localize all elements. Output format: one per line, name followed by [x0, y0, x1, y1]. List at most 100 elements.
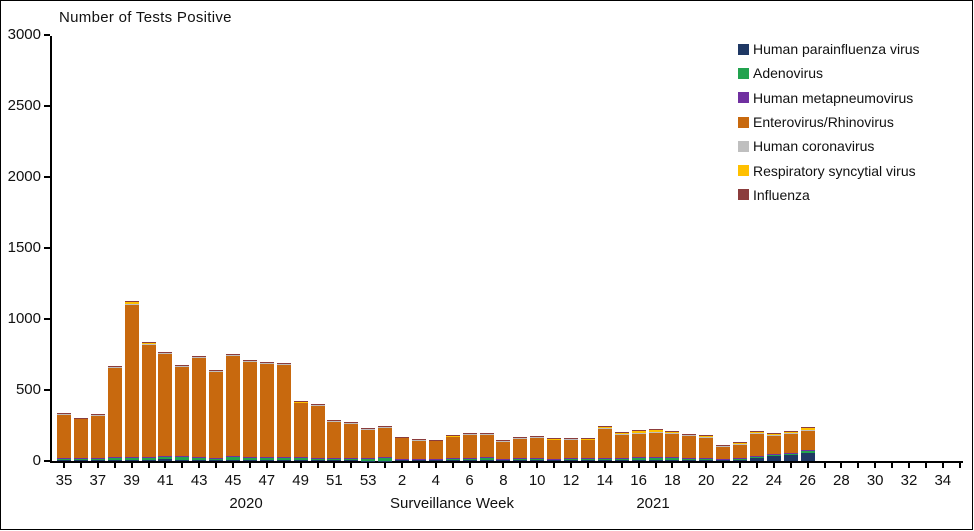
bar-segment-week-46 — [242, 360, 257, 362]
bar-segment-week-18 — [665, 431, 680, 434]
bar-segment-week-9 — [513, 458, 528, 461]
x-axis-tick — [620, 463, 623, 468]
bar-segment-week-53 — [361, 428, 376, 429]
x-axis-tick — [384, 463, 387, 468]
bar-segment-week-45 — [226, 355, 240, 457]
bar-segment-week-6 — [462, 433, 477, 434]
bar-segment-week-41 — [158, 459, 173, 461]
x-axis-tick — [891, 463, 894, 468]
x-axis-tick — [502, 463, 505, 468]
bar-segment-week-1 — [378, 427, 393, 458]
bar-segment-week-42 — [175, 459, 190, 461]
bar-segment-week-21 — [716, 460, 731, 461]
bar-segment-week-39 — [124, 457, 139, 460]
bar-segment-week-15 — [614, 458, 629, 460]
x-axis-line — [50, 461, 963, 463]
x-tick-label: 39 — [123, 472, 140, 489]
bar-segment-week-45 — [226, 456, 240, 457]
bar-segment-week-6 — [462, 434, 477, 458]
bar-segment-week-40 — [141, 459, 156, 461]
legend: Human parainfluenza virus Adenovirus Human… — [738, 37, 920, 207]
x-axis-tick — [654, 463, 657, 468]
bar-segment-week-48 — [276, 457, 291, 458]
bar-segment-week-6 — [462, 458, 477, 461]
x-axis-tick — [941, 463, 944, 468]
legend-label-respiratory-syncytial-virus: Respiratory syncytial virus — [753, 162, 916, 179]
bar-segment-week-15 — [614, 459, 629, 461]
bar-segment-week-25 — [783, 434, 798, 453]
bar-segment-week-19 — [682, 435, 697, 437]
bar-segment-week-40 — [141, 344, 156, 458]
x-tick-label: 37 — [89, 472, 107, 489]
bar-segment-week-36 — [73, 417, 88, 419]
bar-segment-week-39 — [124, 303, 139, 457]
x-tick-label: 8 — [499, 472, 508, 489]
bar-segment-week-15 — [614, 433, 629, 435]
bar-segment-week-49 — [293, 460, 308, 461]
bar-segment-week-45 — [226, 456, 240, 460]
bar-segment-week-21 — [716, 445, 731, 447]
bar-segment-week-41 — [158, 352, 173, 354]
bar-segment-week-12 — [564, 458, 578, 461]
x-axis-tick — [434, 463, 437, 468]
bar-segment-week-9 — [513, 437, 528, 438]
bar-segment-week-14 — [597, 458, 612, 461]
bar-segment-week-35 — [57, 414, 71, 458]
legend-swatch-adenovirus — [738, 67, 749, 79]
bar-segment-week-26 — [800, 431, 815, 451]
bar-segment-week-42 — [175, 366, 190, 457]
legend-item-human-parainfluenza-virus: Human parainfluenza virus — [738, 37, 920, 61]
x-axis-tick — [705, 463, 708, 468]
bar-segment-week-43 — [192, 355, 207, 357]
bar-segment-week-19 — [682, 436, 697, 458]
bar-segment-week-53 — [361, 429, 376, 458]
bar-segment-week-39 — [124, 457, 139, 458]
bar-segment-week-42 — [175, 365, 190, 367]
bar-segment-week-15 — [614, 432, 629, 434]
bar-segment-week-11 — [547, 460, 562, 461]
bar-segment-week-26 — [800, 450, 815, 454]
legend-item-human-coronavirus: Human coronavirus — [738, 134, 920, 158]
bar-segment-week-47 — [259, 456, 274, 458]
bar-segment-week-17 — [648, 433, 663, 458]
bar-segment-week-24 — [766, 454, 781, 457]
bar-segment-week-8 — [496, 439, 511, 441]
x-axis-tick — [181, 463, 184, 468]
x-tick-label: 26 — [799, 472, 816, 489]
x-tick-label: 14 — [596, 472, 614, 489]
bar-segment-week-4 — [428, 439, 443, 441]
bar-segment-week-43 — [192, 457, 207, 460]
bar-segment-week-7 — [479, 434, 494, 458]
bar-segment-week-22 — [733, 443, 747, 445]
bar-segment-week-16 — [631, 459, 646, 461]
bar-segment-week-12 — [564, 460, 578, 461]
legend-swatch-enterovirus-rhinovirus — [738, 116, 749, 128]
bar-segment-week-37 — [90, 414, 105, 415]
x-axis-tick — [772, 463, 775, 468]
bar-segment-week-43 — [192, 459, 207, 461]
x-axis-tick — [147, 463, 150, 468]
legend-label-human-coronavirus: Human coronavirus — [753, 138, 875, 155]
x-tick-label: 41 — [157, 472, 174, 489]
bar-segment-week-36 — [73, 460, 88, 461]
bar-segment-week-41 — [158, 456, 173, 459]
x-tick-label: 43 — [190, 472, 208, 489]
x-axis-tick — [113, 463, 116, 468]
bar-segment-week-38 — [107, 367, 122, 458]
bar-segment-week-52 — [344, 423, 359, 459]
bar-segment-week-16 — [631, 457, 646, 460]
legend-swatch-influenza — [738, 189, 749, 201]
legend-swatch-human-parainfluenza-virus — [738, 43, 749, 55]
x-tick-label: 28 — [833, 472, 850, 489]
bar-segment-week-11 — [547, 439, 562, 459]
x-axis-tick — [823, 463, 826, 468]
bar-segment-week-21 — [716, 446, 731, 459]
bar-segment-week-22 — [733, 442, 747, 444]
x-axis-tick — [130, 463, 133, 468]
chart-title: Number of Tests Positive — [59, 9, 232, 26]
bar-segment-week-52 — [344, 460, 359, 461]
bar-segment-week-51 — [327, 420, 342, 421]
bar-segment-week-40 — [141, 342, 156, 344]
legend-label-human-parainfluenza-virus: Human parainfluenza virus — [753, 41, 920, 58]
bar-segment-week-43 — [192, 357, 207, 358]
